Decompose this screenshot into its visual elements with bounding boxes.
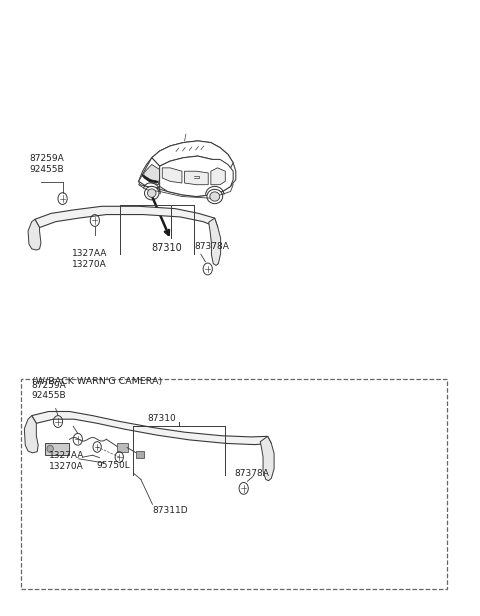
Text: 95750L: 95750L xyxy=(96,461,130,469)
Polygon shape xyxy=(160,156,233,197)
Polygon shape xyxy=(144,164,160,185)
Text: 87378A: 87378A xyxy=(234,469,269,478)
Text: (W/BACK WARN'G CAMERA): (W/BACK WARN'G CAMERA) xyxy=(32,377,162,386)
Polygon shape xyxy=(28,219,41,250)
Polygon shape xyxy=(139,141,236,197)
Polygon shape xyxy=(35,206,218,227)
Text: 87310: 87310 xyxy=(152,243,182,253)
Text: 87378A: 87378A xyxy=(194,242,229,251)
Polygon shape xyxy=(143,174,158,183)
Text: 1327AA
13270A: 1327AA 13270A xyxy=(49,451,84,471)
Polygon shape xyxy=(152,141,233,168)
FancyBboxPatch shape xyxy=(136,450,144,458)
Ellipse shape xyxy=(210,192,220,201)
Text: 87259A
92455B: 87259A 92455B xyxy=(32,381,66,400)
Polygon shape xyxy=(24,416,38,453)
Ellipse shape xyxy=(147,189,156,197)
Polygon shape xyxy=(260,436,274,480)
Polygon shape xyxy=(32,411,271,445)
Polygon shape xyxy=(162,168,182,183)
Text: 87310: 87310 xyxy=(148,414,177,423)
Polygon shape xyxy=(139,158,160,188)
Ellipse shape xyxy=(47,445,53,452)
Polygon shape xyxy=(211,168,225,185)
Bar xyxy=(45,443,69,455)
FancyBboxPatch shape xyxy=(118,444,128,452)
Polygon shape xyxy=(185,171,208,185)
Polygon shape xyxy=(209,218,221,265)
Bar xyxy=(21,379,447,589)
Text: 1327AA
13270A: 1327AA 13270A xyxy=(72,249,107,269)
Ellipse shape xyxy=(144,187,159,200)
Text: 87311D: 87311D xyxy=(153,506,188,515)
Text: 87259A
92455B: 87259A 92455B xyxy=(29,154,64,174)
Ellipse shape xyxy=(207,189,223,204)
